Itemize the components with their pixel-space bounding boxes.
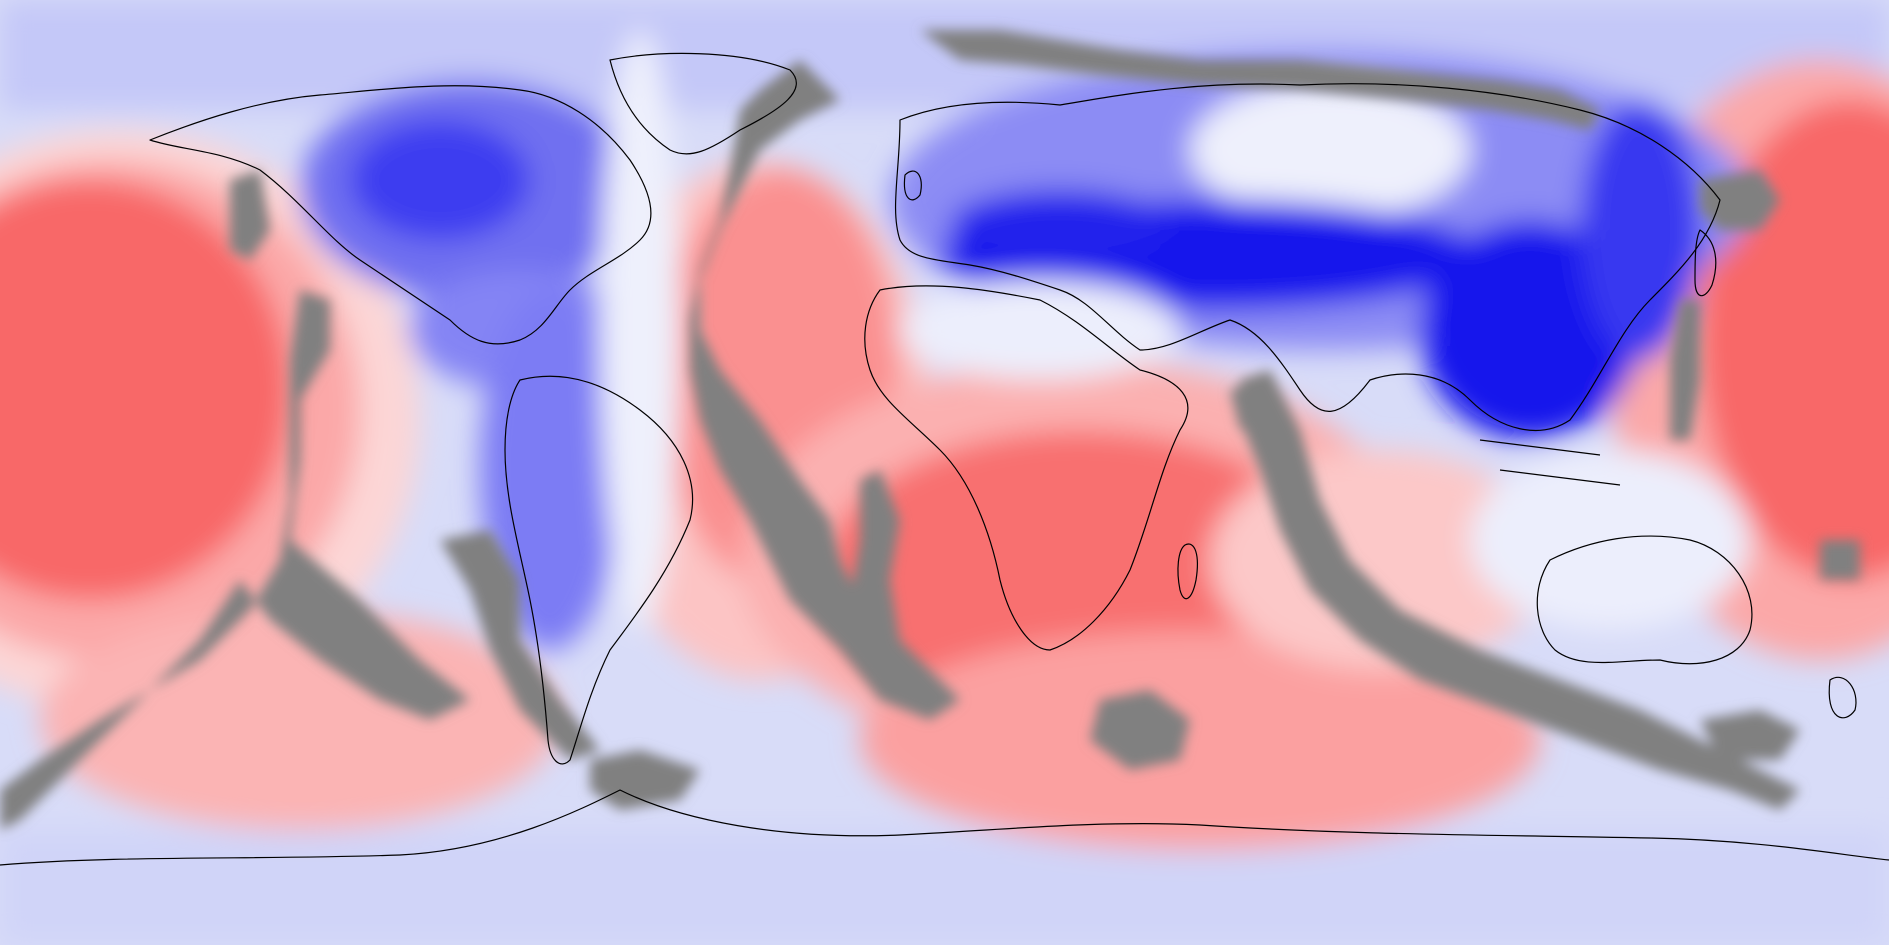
missing-east-pacific-islands (230, 170, 270, 260)
missing-data-mask (0, 30, 1860, 830)
south-pole-band (0, 830, 1889, 945)
coastline-europe-asia (894, 83, 1721, 431)
atlantic-pale-band (600, 30, 680, 630)
coastline-new-zealand (1828, 676, 1857, 719)
andes-cold (480, 290, 620, 650)
siberia-pale (1190, 80, 1470, 220)
coastline-madagascar (1177, 543, 1198, 600)
missing-mid-atlantic-north (690, 60, 960, 720)
coastline-africa (864, 285, 1189, 651)
coastline-south-america (504, 375, 694, 765)
missing-east-pacific (0, 290, 470, 830)
coastlines (0, 52, 1889, 866)
sahara-pale (900, 280, 1180, 380)
missing-south-american-coast (440, 530, 600, 760)
missing-southwest-indian (1090, 690, 1190, 770)
coastline-indonesia (1479, 439, 1621, 486)
missing-south-pacific (1700, 710, 1800, 760)
southern-ocean-warm (860, 630, 1540, 850)
coastline-australia (1536, 535, 1753, 665)
coastline-antarctica (0, 789, 1889, 866)
missing-western-pacific (1700, 170, 1780, 230)
east-asia-cold (1580, 100, 1700, 360)
coastline-north-america (149, 85, 652, 345)
missing-kuril-trench (1670, 300, 1700, 440)
missing-arctic-ridge (920, 30, 1600, 130)
missing-drake-passage (590, 750, 700, 810)
missing-indian-ridge (1240, 370, 1800, 810)
missing-tonga-trench (1820, 540, 1860, 580)
north-america-core (350, 120, 530, 240)
coastline-greenland (609, 52, 797, 155)
mediterranean-cold (950, 190, 1170, 260)
missing-arabian-sea (1230, 380, 1270, 430)
pacific-south-warm (40, 610, 560, 830)
pacific-west-warm-core (0, 180, 290, 600)
missing-mid-atlantic-south (850, 470, 900, 650)
coastline-japan (1694, 229, 1717, 297)
coastline-british-isles (903, 170, 922, 201)
